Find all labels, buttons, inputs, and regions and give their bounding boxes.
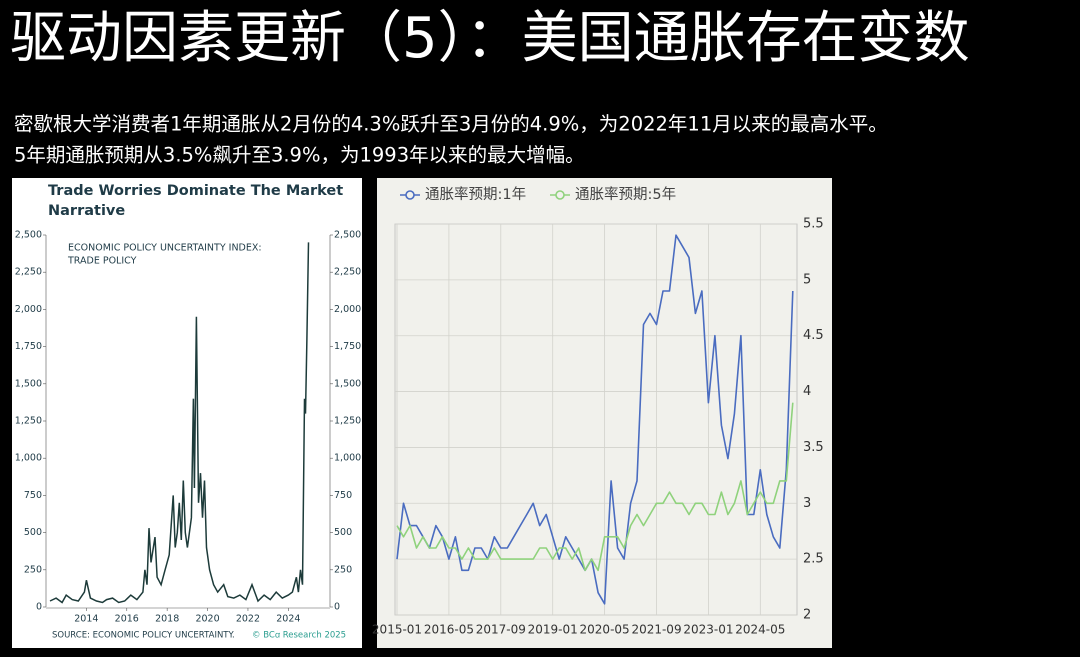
source: SOURCE: ECONOMIC POLICY UNCERTAINTY. — [52, 631, 235, 641]
slide-title: 驱动因素更新（5）：美国通胀存在变数 — [10, 6, 970, 71]
series-line — [396, 234, 794, 605]
x-tick-label: 2024 — [276, 614, 300, 625]
annotation: ECONOMIC POLICY UNCERTAINTY INDEX: — [68, 243, 262, 254]
y-tick-label: 500 — [24, 527, 42, 538]
subtitle-line: 密歇根大学消费者1年期通胀从2月份的4.3%跃升至3月份的4.9%，为2022年… — [14, 113, 888, 136]
y-tick-label: 1,000 — [15, 453, 42, 464]
chart-title: Trade Worries Dominate The Market — [48, 183, 343, 199]
y2-tick-label: 2.5 — [803, 552, 824, 567]
y2-tick-label: 2 — [803, 608, 811, 623]
x-tick-label: 2016 — [115, 614, 139, 625]
series-line — [49, 242, 310, 604]
y2-tick-label: 1,750 — [334, 341, 361, 352]
y-tick-label: 0 — [36, 602, 42, 613]
x-tick-label: 2018 — [155, 614, 179, 625]
y-tick-label: 1,750 — [15, 341, 42, 352]
y2-tick-label: 5 — [803, 272, 811, 287]
x-tick-label: 2020-05 — [580, 623, 630, 637]
x-tick-label: 2020 — [195, 614, 219, 625]
x-tick-label: 2014 — [74, 614, 98, 625]
y2-tick-label: 250 — [334, 564, 352, 575]
y2-tick-label: 5.5 — [803, 217, 824, 232]
y2-tick-label: 1,500 — [334, 378, 361, 389]
y2-tick-label: 1,250 — [334, 416, 361, 427]
y2-tick-label: 0 — [334, 602, 340, 613]
x-tick-label: 2022 — [236, 614, 260, 625]
legend-symbol — [405, 190, 415, 200]
y2-tick-label: 1,000 — [334, 453, 361, 464]
x-tick-label: 2019-01 — [528, 623, 578, 637]
y-tick-label: 2,250 — [15, 267, 42, 278]
subtitle-line: 5年期通胀预期从3.5%飙升至3.9%，为1993年以来的最大增幅。 — [14, 144, 585, 167]
y2-tick-label: 4.5 — [803, 328, 824, 343]
y-tick-label: 250 — [24, 564, 42, 575]
y2-tick-label: 2,000 — [334, 304, 361, 315]
y2-tick-label: 750 — [334, 490, 352, 501]
x-tick-label: 2023-01 — [683, 623, 733, 637]
x-tick-label: 2017-09 — [476, 623, 526, 637]
x-tick-label: 2016-05 — [424, 623, 474, 637]
chart-title: Narrative — [48, 203, 125, 219]
credit: © BCꭤ Research 2025 — [252, 631, 346, 641]
y2-tick-label: 2,250 — [334, 267, 361, 278]
y2-tick-label: 500 — [334, 527, 352, 538]
series-line — [396, 402, 794, 572]
legend-label: 通胀率预期:1年 — [425, 186, 526, 203]
x-tick-label: 2024-05 — [735, 623, 785, 637]
y2-tick-label: 4 — [803, 384, 811, 399]
y2-tick-label: 3.5 — [803, 440, 824, 455]
legend-label: 通胀率预期:5年 — [575, 186, 676, 203]
y-tick-label: 2,000 — [15, 304, 42, 315]
y-tick-label: 750 — [24, 490, 42, 501]
y-tick-label: 1,250 — [15, 416, 42, 427]
y-tick-label: 2,500 — [15, 230, 42, 241]
x-tick-label: 2021-09 — [631, 623, 681, 637]
legend-symbol — [555, 190, 565, 200]
y2-tick-label: 3 — [803, 496, 811, 511]
x-tick-label: 2015-01 — [372, 623, 422, 637]
annotation: TRADE POLICY — [67, 256, 137, 267]
y-tick-label: 1,500 — [15, 378, 42, 389]
y2-tick-label: 2,500 — [334, 230, 361, 241]
